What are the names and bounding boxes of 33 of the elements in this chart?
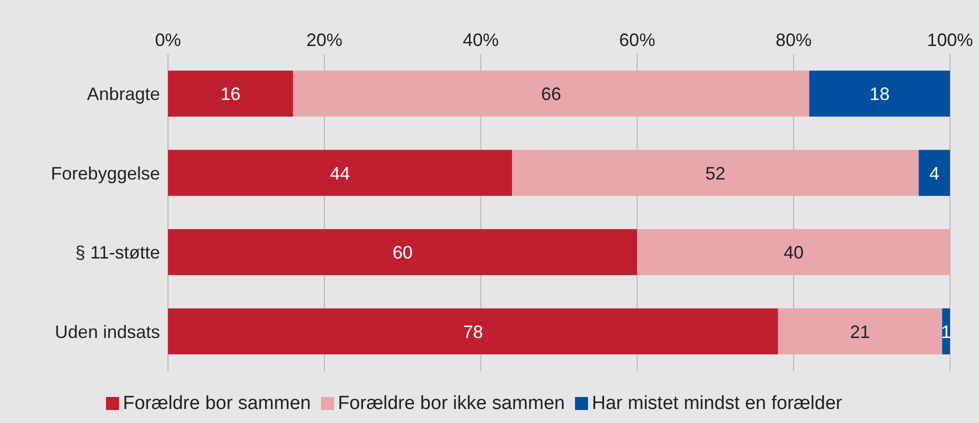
x-tick-label: 20% (306, 30, 342, 50)
data-label: 4 (929, 163, 940, 184)
bar (512, 150, 919, 196)
data-label: 16 (220, 84, 241, 104)
bar (168, 229, 638, 276)
x-tick-label: 40% (462, 30, 499, 50)
y-tick-label: Anbragte (86, 84, 160, 104)
y-tick-label: § 11-støtte (75, 242, 160, 263)
y-tick-label: Uden indsats (54, 322, 160, 342)
bar (809, 70, 950, 117)
bar (918, 150, 950, 196)
data-label: 78 (462, 322, 483, 342)
bar (168, 150, 512, 196)
data-label: 66 (541, 84, 562, 104)
legend-label: Har mistet mindst en forælder (592, 393, 842, 414)
bar (637, 229, 950, 276)
x-tick-label: 80% (776, 30, 812, 50)
bar (778, 308, 942, 354)
x-tick-label: 60% (619, 30, 656, 50)
data-label: 60 (392, 242, 413, 263)
legend-label: Forældre bor ikke sammen (338, 393, 565, 414)
data-label: 40 (784, 242, 804, 263)
data-label: 52 (705, 163, 726, 184)
y-tick-label: Forebyggelse (50, 163, 160, 184)
data-label: 21 (850, 322, 870, 342)
data-label: 18 (870, 84, 890, 104)
x-tick-label: 100% (926, 30, 974, 50)
data-label: 44 (330, 163, 350, 184)
legend-label: Forældre bor sammen (122, 393, 311, 414)
bar (168, 308, 778, 354)
x-tick-label: 0% (154, 30, 182, 50)
bar (168, 70, 294, 117)
bar (293, 70, 810, 117)
